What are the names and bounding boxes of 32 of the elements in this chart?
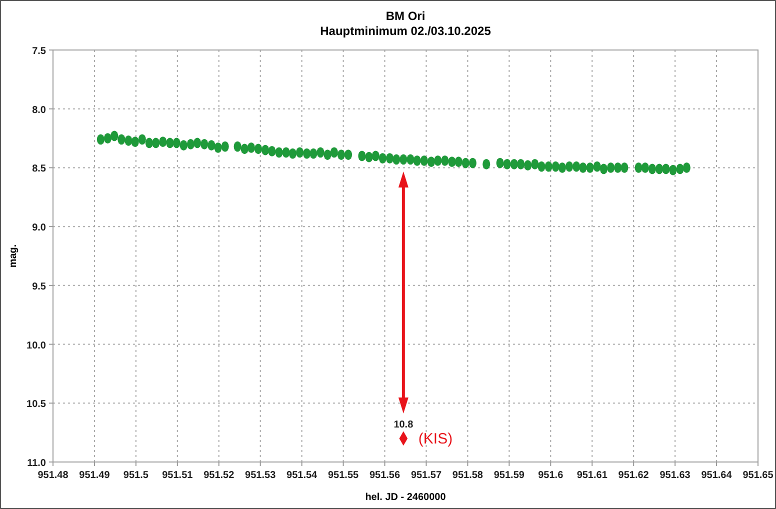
x-axis-title: hel. JD - 2460000 xyxy=(365,492,446,503)
chart-title: BM Ori xyxy=(386,9,426,23)
x-tick-label: 951.49 xyxy=(79,470,110,481)
x-tick-label: 951.64 xyxy=(701,470,732,481)
x-tick-label: 951.55 xyxy=(328,470,360,481)
x-tick-label: 951.65 xyxy=(742,470,774,481)
x-tick-label: 951.63 xyxy=(660,470,691,481)
x-tick-label: 951.5 xyxy=(123,470,149,481)
y-tick-label: 10.0 xyxy=(26,340,46,352)
y-tick-label: 10.5 xyxy=(26,399,46,410)
y-axis-title: mag. xyxy=(8,244,19,268)
y-tick-label: 11.0 xyxy=(27,458,46,469)
y-tick-label: 8.0 xyxy=(32,104,46,116)
chart-subtitle: Hauptminimum 02./03.10.2025 xyxy=(320,24,492,38)
y-tick-label: 9.0 xyxy=(32,222,46,234)
legend-label: (KIS) xyxy=(418,430,453,448)
x-tick-label: 951.6 xyxy=(538,470,564,481)
x-tick-label: 951.54 xyxy=(286,470,318,481)
x-tick-label: 951.57 xyxy=(410,470,442,481)
x-tick-label: 951.58 xyxy=(452,470,484,481)
x-tick-label: 951.52 xyxy=(204,470,235,481)
data-label: 10.8 xyxy=(394,419,414,430)
x-tick-label: 951.53 xyxy=(245,470,276,481)
x-tick-label: 951.59 xyxy=(494,470,525,481)
x-tick-label: 951.61 xyxy=(576,470,608,481)
x-tick-label: 951.62 xyxy=(618,470,650,481)
y-tick-label: 7.5 xyxy=(32,46,46,57)
y-tick-label: 8.5 xyxy=(32,164,46,175)
x-tick-label: 951.56 xyxy=(369,470,400,481)
x-tick-label: 951.48 xyxy=(38,470,69,481)
x-tick-label: 951.51 xyxy=(162,470,194,481)
y-tick-label: 9.5 xyxy=(32,281,46,292)
